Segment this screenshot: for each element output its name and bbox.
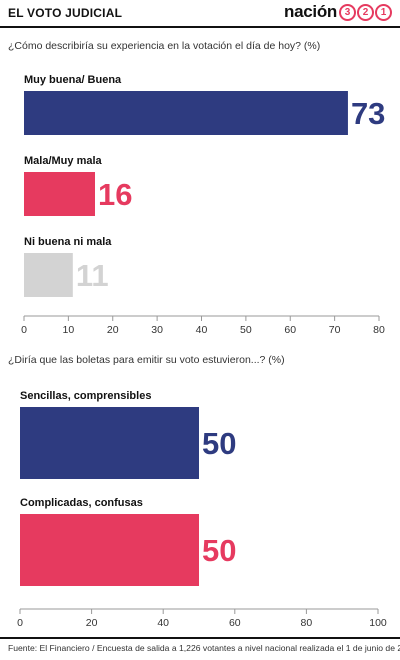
category-label: Complicadas, confusas (20, 497, 143, 509)
header-title: EL VOTO JUDICIAL (8, 6, 123, 20)
x-tick-label: 20 (107, 324, 119, 336)
x-tick-label: 50 (240, 324, 252, 336)
category-label: Mala/Muy mala (24, 155, 103, 167)
brand-digit: 2 (357, 3, 374, 21)
x-tick-label: 0 (17, 617, 23, 629)
bar (24, 172, 95, 216)
header-rule (0, 26, 400, 28)
chart-1-title: ¿Cómo describiría su experiencia en la v… (8, 40, 321, 52)
bar (20, 407, 199, 479)
x-tick-label: 70 (329, 324, 341, 336)
x-tick-label: 60 (284, 324, 296, 336)
footer-source: Fuente: El Financiero / Encuesta de sali… (8, 643, 400, 653)
x-tick-label: 40 (196, 324, 208, 336)
x-tick-label: 40 (157, 617, 169, 629)
brand-name: nación (284, 2, 337, 21)
category-label: Sencillas, comprensibles (20, 390, 151, 402)
value-label: 16 (98, 177, 132, 212)
header: EL VOTO JUDICIAL nación 3 2 1 (0, 0, 400, 28)
brand-digit: 1 (375, 3, 392, 21)
x-tick-label: 20 (86, 617, 98, 629)
value-label: 11 (76, 258, 109, 293)
brand-digits: 3 2 1 (338, 3, 392, 21)
x-tick-label: 60 (229, 617, 241, 629)
bar (24, 91, 348, 135)
chart-2: Sencillas, comprensibles 50 Complicadas, c… (17, 390, 387, 629)
x-tick-label: 0 (21, 324, 27, 336)
value-label: 73 (351, 96, 385, 131)
x-tick-label: 100 (369, 617, 387, 629)
category-label: Ni buena ni mala (24, 236, 112, 248)
category-label: Muy buena/ Buena (24, 74, 122, 86)
footer-rule (0, 637, 400, 639)
value-label: 50 (202, 533, 236, 568)
chart-2-title: ¿Diría que las boletas para emitir su vo… (8, 354, 285, 366)
x-tick-label: 80 (301, 617, 313, 629)
x-tick-label: 10 (63, 324, 75, 336)
bar (20, 514, 199, 586)
brand-digit: 3 (339, 3, 356, 21)
x-tick-label: 30 (151, 324, 163, 336)
brand-logo: nación 3 2 1 (284, 2, 392, 22)
chart-1: Muy buena/ Buena 73 Mala/Muy mala 16 Ni buen… (21, 74, 385, 336)
value-label: 50 (202, 426, 236, 461)
x-tick-label: 80 (373, 324, 385, 336)
bar (24, 253, 73, 297)
